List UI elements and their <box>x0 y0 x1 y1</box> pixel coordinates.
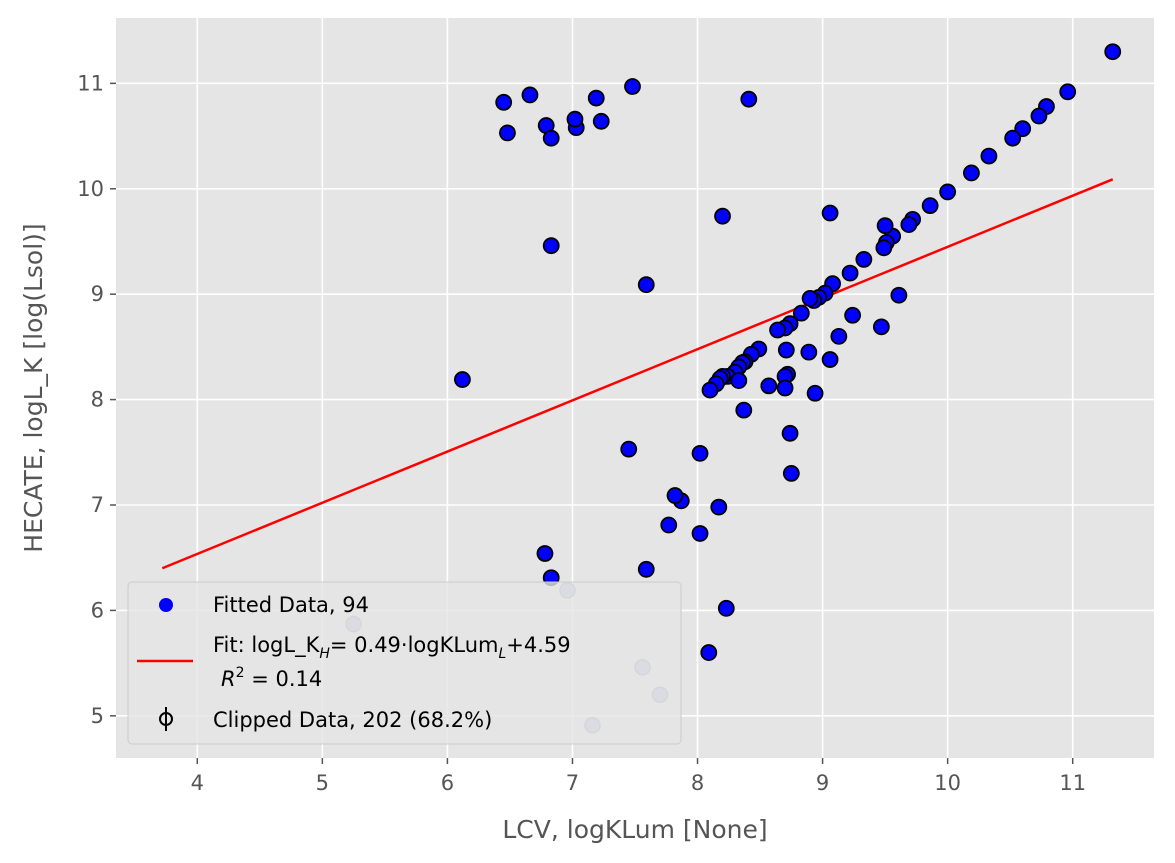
fitted-data-point <box>691 444 709 462</box>
fit-line-layer <box>161 178 1114 570</box>
fitted-data-point <box>566 110 584 128</box>
fitted-data-point <box>495 93 513 111</box>
fitted-data-point <box>620 440 638 458</box>
x-tick-label: 7 <box>566 771 579 795</box>
fitted-data-point <box>792 304 810 322</box>
legend-clipped-label: Clipped Data, 202 (68.2%) <box>213 708 492 732</box>
fitted-data-point <box>700 644 718 661</box>
x-tick-label: 10 <box>934 771 961 795</box>
fitted-data-point <box>801 289 819 307</box>
fitted-data-point <box>821 351 839 368</box>
fitted-data-point <box>714 207 731 225</box>
fitted-data-point <box>760 377 778 395</box>
fitted-data-point <box>637 560 655 578</box>
fitted-data-point <box>875 239 893 257</box>
x-tick-label: 4 <box>191 771 204 795</box>
fitted-data-point <box>1004 129 1022 147</box>
fitted-data-point <box>542 237 560 255</box>
fitted-data-point <box>592 112 610 130</box>
x-tick-label: 9 <box>816 771 829 795</box>
fitted-data-point <box>542 129 560 147</box>
tick-labels: 4 5 6 7 8 9 10 11 5 6 7 8 9 10 11 <box>77 71 1086 795</box>
fitted-data-point <box>637 276 655 294</box>
x-tick-label: 5 <box>316 771 329 795</box>
legend-fit-label-sub-h: H <box>319 646 330 662</box>
fitted-data-point <box>980 147 998 165</box>
y-tick-label: 8 <box>91 388 104 412</box>
fitted-data-point <box>717 599 735 617</box>
fitted-data-point <box>1030 107 1048 125</box>
fitted-data-point <box>800 343 818 361</box>
y-tick-label: 10 <box>77 177 104 201</box>
legend-fit-label: Fit: logL_KH= 0.49·logKLumL+4.59 <box>213 633 571 662</box>
fitted-data-point <box>769 321 786 339</box>
legend-fit-label-mid: = 0.49·logKLum <box>330 633 499 657</box>
legend-fitted-marker <box>159 598 173 612</box>
fitted-data-point <box>963 164 980 182</box>
x-tick-label: 8 <box>691 771 704 795</box>
fitted-data-point <box>587 89 605 107</box>
fitted-data-point <box>872 318 890 336</box>
y-tick-label: 6 <box>91 598 104 622</box>
fitted-data-point <box>876 217 894 235</box>
fitted-data-point <box>691 525 709 542</box>
x-axis-title: LCV, logKLum [None] <box>502 815 767 844</box>
fitted-data-point <box>1014 120 1032 138</box>
fitted-data-point <box>660 516 678 534</box>
legend-fit-r2-value: = 0.14 <box>245 667 323 691</box>
y-tick-label: 5 <box>91 704 104 728</box>
fitted-data-point <box>806 384 824 402</box>
fitted-data-point <box>777 341 795 359</box>
fitted-data-point <box>844 306 862 324</box>
fitted-data-point <box>740 90 758 108</box>
y-tick-label: 9 <box>91 282 104 306</box>
fitted-data-point <box>735 401 753 419</box>
legend-fit-label-main: Fit: logL_K <box>213 633 321 658</box>
fitted-data-point <box>921 197 939 215</box>
fitted-data-point <box>821 204 839 222</box>
legend-fitted-label: Fitted Data, 94 <box>213 593 369 617</box>
fitted-data-point <box>890 286 908 304</box>
x-tick-label: 6 <box>441 771 454 795</box>
fitted-data-point <box>499 124 516 142</box>
legend-fit-label-sub-l: L <box>498 646 506 662</box>
fitted-data-point <box>521 86 539 104</box>
fitted-data-point <box>536 545 554 562</box>
x-tick-label: 11 <box>1059 771 1086 795</box>
fitted-data-point <box>666 487 684 504</box>
legend-fit-r2-sup: 2 <box>236 665 245 681</box>
fitted-data-point <box>454 371 471 388</box>
fitted-data-point <box>900 216 918 234</box>
fitted-data-point <box>701 381 719 399</box>
y-tick-label: 11 <box>77 71 104 95</box>
legend-fit-label-end: +4.59 <box>506 633 570 657</box>
fitted-data-point <box>624 78 641 95</box>
fitted-data-point <box>710 498 728 516</box>
fitted-data-point <box>855 250 873 268</box>
legend-box <box>127 581 682 745</box>
fitted-data-point <box>830 327 848 345</box>
legend-fit-r2: R2 = 0.14 <box>221 665 322 691</box>
y-axis-title: HECATE, logL_K [log(Lsol)] <box>19 223 48 552</box>
y-tick-label: 7 <box>91 493 104 517</box>
fitted-data-point <box>776 379 794 397</box>
fitted-data-point <box>1104 43 1122 61</box>
fitted-data-point <box>939 183 957 201</box>
fitted-data-point <box>781 424 799 442</box>
legend-fit-r2-r: R <box>221 667 236 691</box>
fitted-data-point <box>1059 83 1077 101</box>
fitted-data-point <box>730 372 748 390</box>
legend-clipped-marker <box>159 707 173 731</box>
fitted-data-point <box>782 464 800 482</box>
legend: Fitted Data, 94 Fit: logL_KH= 0.49·logKL… <box>127 581 682 745</box>
fitted-data-point <box>841 264 859 282</box>
fitted-points-layer <box>454 43 1122 661</box>
fit-line <box>161 178 1114 570</box>
